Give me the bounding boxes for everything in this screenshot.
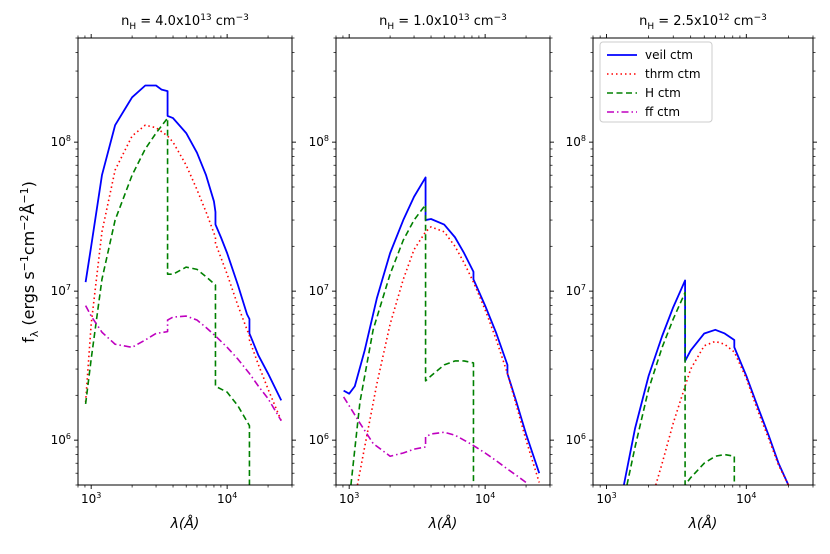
panel-1-frame bbox=[77, 37, 293, 486]
panel-3-frame bbox=[592, 37, 814, 486]
panel-2-series-ff-ctm bbox=[342, 396, 527, 484]
panel-2-series-thrm-ctm bbox=[356, 226, 540, 485]
panel-2-series-veil-ctm bbox=[343, 176, 541, 474]
legend-label-thrm-ctm: thrm ctm bbox=[645, 67, 701, 81]
x-tick-label: 103 bbox=[339, 491, 359, 506]
panel-1-series-H-ctm bbox=[84, 117, 251, 485]
panel-2-ticks: 103 104 106 107 108 λ(Å) bbox=[309, 34, 554, 532]
legend: veil ctm thrm ctm H ctm ff ctm bbox=[599, 41, 713, 123]
legend-label-veil-ctm: veil ctm bbox=[645, 48, 693, 62]
y-tick-label: 107 bbox=[309, 283, 329, 298]
x-axis-label: λ(Å) bbox=[688, 515, 718, 532]
x-tick-label: 104 bbox=[475, 491, 495, 506]
y-tick-label: 106 bbox=[51, 432, 71, 447]
legend-label-H-ctm: H ctm bbox=[645, 86, 681, 100]
panel-3-plot-area bbox=[622, 279, 790, 485]
y-tick-label: 107 bbox=[566, 283, 586, 298]
x-tick-label: 103 bbox=[81, 491, 101, 506]
y-tick-label: 108 bbox=[566, 134, 586, 149]
panel-1-plot-area bbox=[84, 84, 283, 485]
legend-box bbox=[599, 41, 713, 123]
y-tick-label: 107 bbox=[51, 283, 71, 298]
y-tick-label: 106 bbox=[309, 432, 329, 447]
panel-2: nH = 1.0x1013 cm−3 103 104 106 107 108 λ(Å) bbox=[309, 13, 554, 532]
panel-2-plot-area bbox=[342, 176, 541, 485]
panel-3-title: nH = 2.5x1012 cm−3 bbox=[639, 13, 767, 32]
panel-1-series-ff-ctm bbox=[84, 305, 282, 422]
y-tick-label: 108 bbox=[51, 134, 71, 149]
x-tick-label: 104 bbox=[217, 491, 237, 506]
x-tick-label: 103 bbox=[596, 491, 616, 506]
panel-3: nH = 2.5x1012 cm−3 103 104 106 107 108 λ(Å) bbox=[566, 13, 817, 532]
panel-3-series-H-ctm bbox=[626, 291, 736, 485]
panel-1: nH = 4.0x1013 cm−3 103 104 106 107 108 λ(Å) bbox=[51, 13, 296, 532]
x-axis-label: λ(Å) bbox=[170, 515, 200, 532]
x-tick-label: 104 bbox=[736, 491, 756, 506]
panel-2-frame bbox=[335, 37, 551, 486]
panel-3-series-thrm-ctm bbox=[655, 340, 790, 485]
y-tick-label: 108 bbox=[309, 134, 329, 149]
y-axis-label: fλ (ergs s−1cm−2Å−1) bbox=[18, 181, 41, 343]
panel-1-series-thrm-ctm bbox=[84, 124, 282, 422]
panel-1-ticks: 103 104 106 107 108 λ(Å) bbox=[51, 34, 296, 532]
panel-2-series-H-ctm bbox=[350, 203, 475, 485]
legend-label-ff-ctm: ff ctm bbox=[645, 105, 680, 119]
panel-1-series-veil-ctm bbox=[84, 84, 283, 401]
panel-1-title: nH = 4.0x1013 cm−3 bbox=[121, 13, 249, 32]
panel-2-title: nH = 1.0x1013 cm−3 bbox=[379, 13, 507, 32]
panel-3-series-veil-ctm bbox=[622, 279, 790, 485]
y-tick-label: 106 bbox=[566, 432, 586, 447]
x-axis-label: λ(Å) bbox=[428, 515, 458, 532]
